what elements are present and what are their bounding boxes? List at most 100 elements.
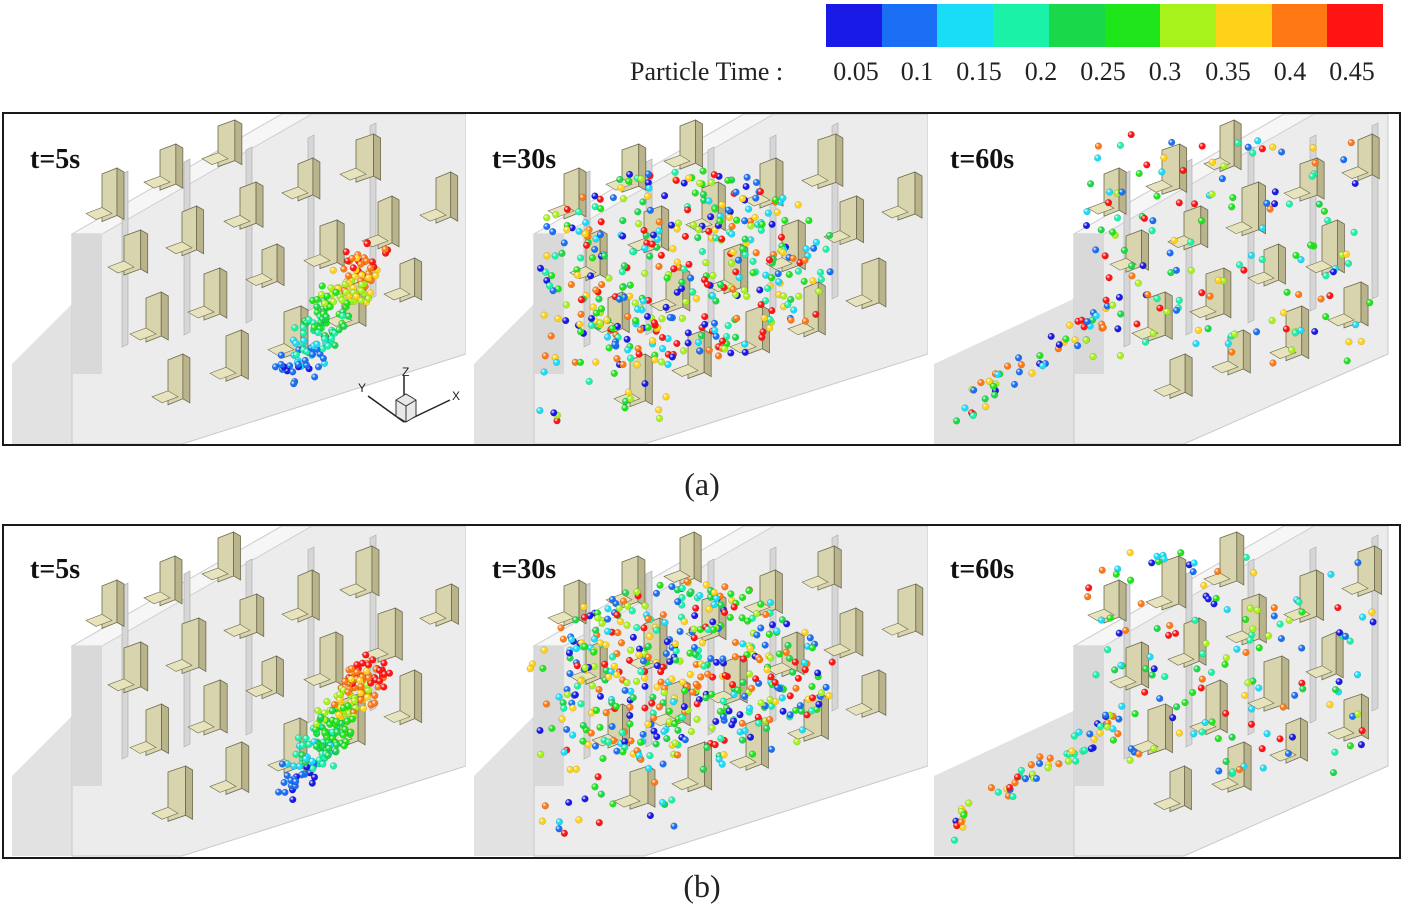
particle: [767, 654, 775, 662]
particle: [632, 317, 640, 325]
particle: [626, 720, 634, 728]
particle: [1198, 675, 1206, 683]
particle: [712, 594, 721, 603]
particle: [1246, 636, 1254, 644]
seat-cushion: [1341, 166, 1369, 180]
particle: [663, 735, 671, 743]
particle: [672, 647, 680, 655]
seat-cushion: [419, 208, 447, 222]
particle: [592, 626, 600, 634]
particle: [614, 629, 622, 637]
seat-cushion: [663, 570, 691, 583]
particle: [1111, 666, 1119, 674]
seat-cushion: [801, 575, 829, 589]
particle: [626, 711, 634, 720]
particle: [635, 751, 643, 759]
particle: [753, 609, 761, 618]
particle: [710, 170, 718, 179]
particle: [353, 668, 361, 676]
seat-side: [578, 167, 587, 218]
seat-cushion: [1211, 777, 1239, 791]
colorbar-tick: 0.1: [900, 57, 934, 86]
particle: [673, 339, 681, 348]
particle: [615, 604, 623, 612]
particle: [644, 192, 652, 200]
particle: [563, 225, 571, 234]
particle: [627, 646, 635, 654]
particle: [550, 409, 558, 417]
particle: [710, 600, 718, 609]
particle: [662, 649, 671, 658]
particle: [668, 582, 676, 591]
particle: [302, 755, 310, 763]
particle: [1167, 269, 1175, 277]
particle: [765, 256, 774, 264]
particle: [567, 635, 576, 644]
particle: [789, 254, 797, 263]
particle: [756, 187, 765, 196]
particle: [590, 635, 599, 643]
particle: [1285, 616, 1293, 625]
particle: [1055, 341, 1063, 349]
particle: [1194, 326, 1203, 334]
seat-side: [1316, 569, 1324, 622]
particle: [557, 624, 565, 632]
colorbar-tick: 0.45: [1329, 57, 1375, 86]
particle: [555, 693, 563, 701]
particle: [780, 292, 788, 300]
particle: [646, 206, 655, 214]
particle: [691, 189, 699, 197]
particle: [540, 368, 548, 376]
particle: [1140, 214, 1149, 223]
particle: [1122, 626, 1130, 635]
particle: [608, 324, 617, 333]
partition-frame: [1247, 146, 1255, 324]
particle: [793, 738, 801, 746]
colorbar-tick: 0.15: [956, 57, 1002, 86]
particle: [652, 740, 660, 748]
particle: [644, 170, 652, 178]
particle: [1269, 143, 1277, 151]
seat-side: [116, 579, 125, 628]
particle: [697, 673, 705, 681]
particle: [321, 299, 329, 308]
particle: [357, 683, 365, 691]
seat-side: [1300, 717, 1308, 762]
particle: [764, 284, 772, 292]
particle: [581, 230, 589, 238]
particle: [1189, 568, 1197, 576]
seat-cushion: [881, 205, 909, 219]
particle: [582, 241, 591, 249]
particle: [1064, 757, 1073, 765]
particle: [581, 664, 589, 672]
particle: [1198, 142, 1206, 150]
particle: [779, 194, 787, 202]
particle: [309, 350, 317, 359]
particle: [1087, 180, 1095, 188]
particle: [775, 650, 784, 658]
seat-side: [276, 655, 284, 698]
seat-side: [1184, 353, 1193, 398]
particle: [1084, 593, 1092, 601]
particle: [277, 351, 285, 359]
particle: [700, 662, 708, 670]
cabin-front-wall: [534, 646, 564, 786]
particle: [1172, 306, 1181, 314]
particle: [579, 721, 587, 730]
particle: [659, 345, 667, 353]
particle: [598, 281, 606, 289]
particle: [1345, 338, 1353, 346]
particle: [1278, 148, 1286, 156]
particle: [625, 388, 633, 396]
particle: [1131, 710, 1139, 718]
seat-cushion: [1305, 260, 1333, 274]
particle: [573, 682, 582, 690]
seat-cushion: [151, 390, 179, 404]
particle: [1235, 261, 1244, 269]
particle: [1346, 637, 1354, 645]
particle: [808, 707, 816, 715]
seat-cushion: [881, 622, 909, 636]
particle: [810, 244, 818, 253]
particle: [763, 724, 771, 733]
particle: [684, 339, 692, 347]
